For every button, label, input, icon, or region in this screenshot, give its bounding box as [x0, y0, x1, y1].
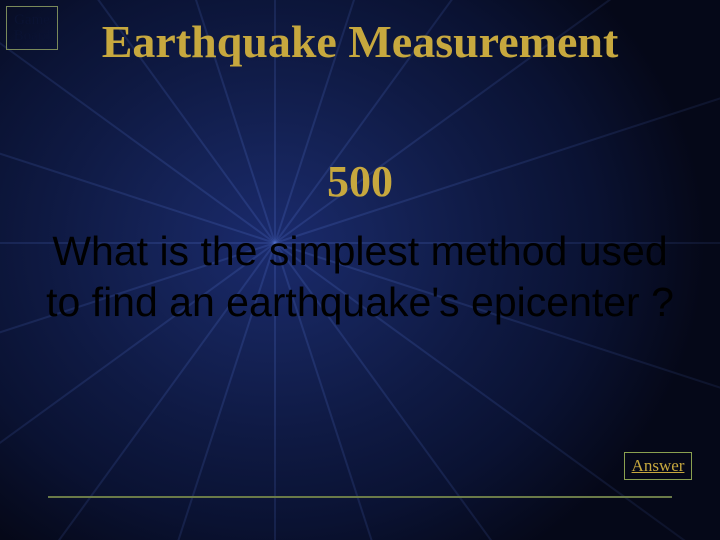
category-title: Earthquake Measurement	[0, 18, 720, 66]
points-value: 500	[0, 156, 720, 207]
underline-bar	[48, 496, 672, 498]
answer-button[interactable]: Answer	[624, 452, 692, 480]
answer-button-label: Answer	[632, 456, 685, 476]
question-text: What is the simplest method used to find…	[30, 226, 690, 329]
